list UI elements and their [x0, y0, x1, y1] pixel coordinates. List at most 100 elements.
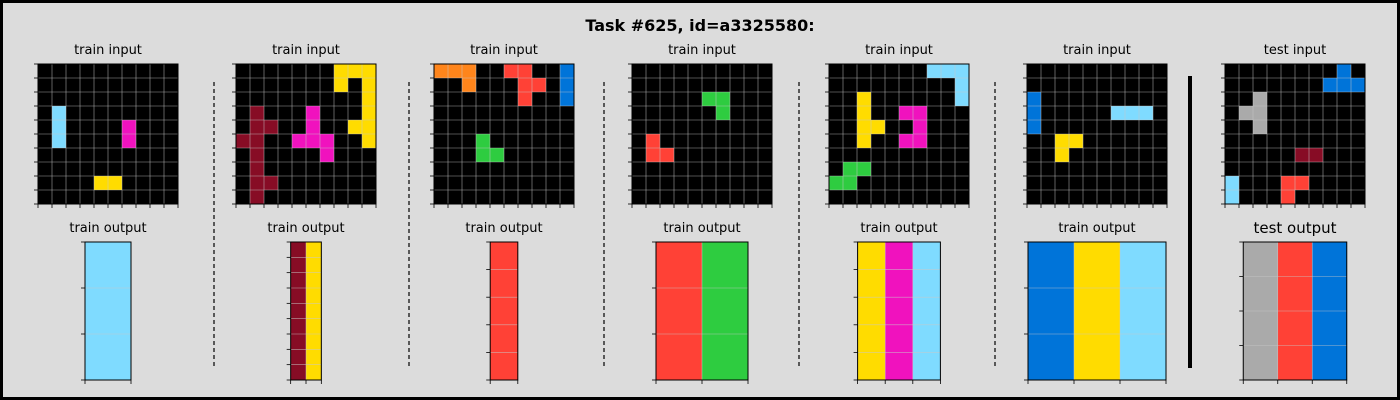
- output-label: train output: [1058, 221, 1136, 236]
- grid-cell: [1225, 92, 1240, 107]
- grid-cell: [646, 120, 661, 135]
- grid-cell: [94, 64, 109, 79]
- grid-cell: [546, 106, 561, 121]
- grid-cell: [1281, 176, 1296, 191]
- grid-cell: [1125, 148, 1140, 163]
- grid-cell: [1295, 148, 1310, 163]
- grid-cell: [1097, 148, 1112, 163]
- grid-cell: [362, 120, 377, 135]
- grid-cell: [1351, 78, 1366, 93]
- grid-cell: [1323, 190, 1338, 205]
- grid-cell: [66, 92, 81, 107]
- grid-cell: [250, 78, 265, 93]
- grid-cell: [1225, 190, 1240, 205]
- grid-cell: [955, 190, 970, 205]
- grid-cell: [306, 190, 321, 205]
- input-label: train input: [1063, 43, 1131, 58]
- grid-cell: [264, 64, 279, 79]
- grid-cell: [546, 134, 561, 149]
- grid-cell: [292, 162, 307, 177]
- grid-cell: [236, 134, 251, 149]
- grid-cell: [164, 134, 179, 149]
- grid-cell: [80, 190, 95, 205]
- grid-cell: [38, 106, 53, 121]
- input-label: train input: [668, 43, 736, 58]
- grid-cell: [758, 64, 773, 79]
- grid-cell: [1267, 92, 1282, 107]
- grid-cell: [80, 120, 95, 135]
- grid-cell: [462, 134, 477, 149]
- grid-cell: [85, 334, 132, 381]
- grid-cell: [1153, 78, 1168, 93]
- grid-cell: [490, 352, 519, 381]
- grid-cell: [108, 148, 123, 163]
- grid-cell: [462, 92, 477, 107]
- grid-cell: [150, 134, 165, 149]
- grid-cell: [94, 106, 109, 121]
- grid-cell: [362, 162, 377, 177]
- grid-cell: [1323, 106, 1338, 121]
- grid-cell: [292, 176, 307, 191]
- grid-cell: [927, 134, 942, 149]
- grid-cell: [306, 288, 322, 304]
- grid-cell: [702, 78, 717, 93]
- grid-cell: [1239, 134, 1254, 149]
- grid-cell: [744, 78, 759, 93]
- grid-cell: [1281, 190, 1296, 205]
- grid-cell: [1281, 92, 1296, 107]
- grid-cell: [348, 176, 363, 191]
- grid-cell: [1153, 92, 1168, 107]
- grid-cell: [1267, 176, 1282, 191]
- grid-cell: [1281, 78, 1296, 93]
- grid-cell: [1309, 92, 1324, 107]
- grid-cell: [518, 190, 533, 205]
- grid-cell: [546, 78, 561, 93]
- train-input-grid: [430, 63, 575, 208]
- grid-cell: [320, 176, 335, 191]
- grid-cell: [546, 92, 561, 107]
- grid-cell: [362, 190, 377, 205]
- grid-cell: [320, 162, 335, 177]
- grid-cell: [857, 134, 872, 149]
- grid-cell: [164, 162, 179, 177]
- grid-cell: [1097, 106, 1112, 121]
- grid-cell: [504, 162, 519, 177]
- grid-cell: [1281, 134, 1296, 149]
- grid-cell: [1337, 106, 1352, 121]
- grid-cell: [927, 92, 942, 107]
- grid-cell: [941, 92, 956, 107]
- grid-cell: [912, 297, 941, 326]
- grid-cell: [306, 92, 321, 107]
- grid-cell: [1323, 148, 1338, 163]
- grid-cell: [560, 92, 575, 107]
- grid-cell: [1027, 92, 1042, 107]
- grid-cell: [702, 162, 717, 177]
- grid-cell: [885, 92, 900, 107]
- grid-cell: [490, 92, 505, 107]
- grid-cell: [857, 64, 872, 79]
- grid-cell: [1225, 106, 1240, 121]
- grid-cell: [290, 242, 307, 258]
- grid-cell: [829, 190, 844, 205]
- grid-cell: [885, 297, 914, 326]
- grid-cell: [434, 190, 449, 205]
- grid-cell: [122, 106, 137, 121]
- grid-cell: [1225, 78, 1240, 93]
- grid-cell: [1153, 148, 1168, 163]
- grid-cell: [1139, 120, 1154, 135]
- grid-cell: [306, 242, 322, 258]
- grid-cell: [278, 64, 293, 79]
- grid-cell: [518, 162, 533, 177]
- grid-cell: [1041, 92, 1056, 107]
- grid-cell: [758, 190, 773, 205]
- grid-cell: [136, 106, 151, 121]
- grid-cell: [108, 120, 123, 135]
- grid-cell: [1083, 78, 1098, 93]
- grid-cell: [1139, 148, 1154, 163]
- grid-cell: [334, 162, 349, 177]
- grid-cell: [1253, 120, 1268, 135]
- grid-cell: [278, 106, 293, 121]
- grid-cell: [348, 78, 363, 93]
- grid-cell: [871, 92, 886, 107]
- grid-cell: [702, 92, 717, 107]
